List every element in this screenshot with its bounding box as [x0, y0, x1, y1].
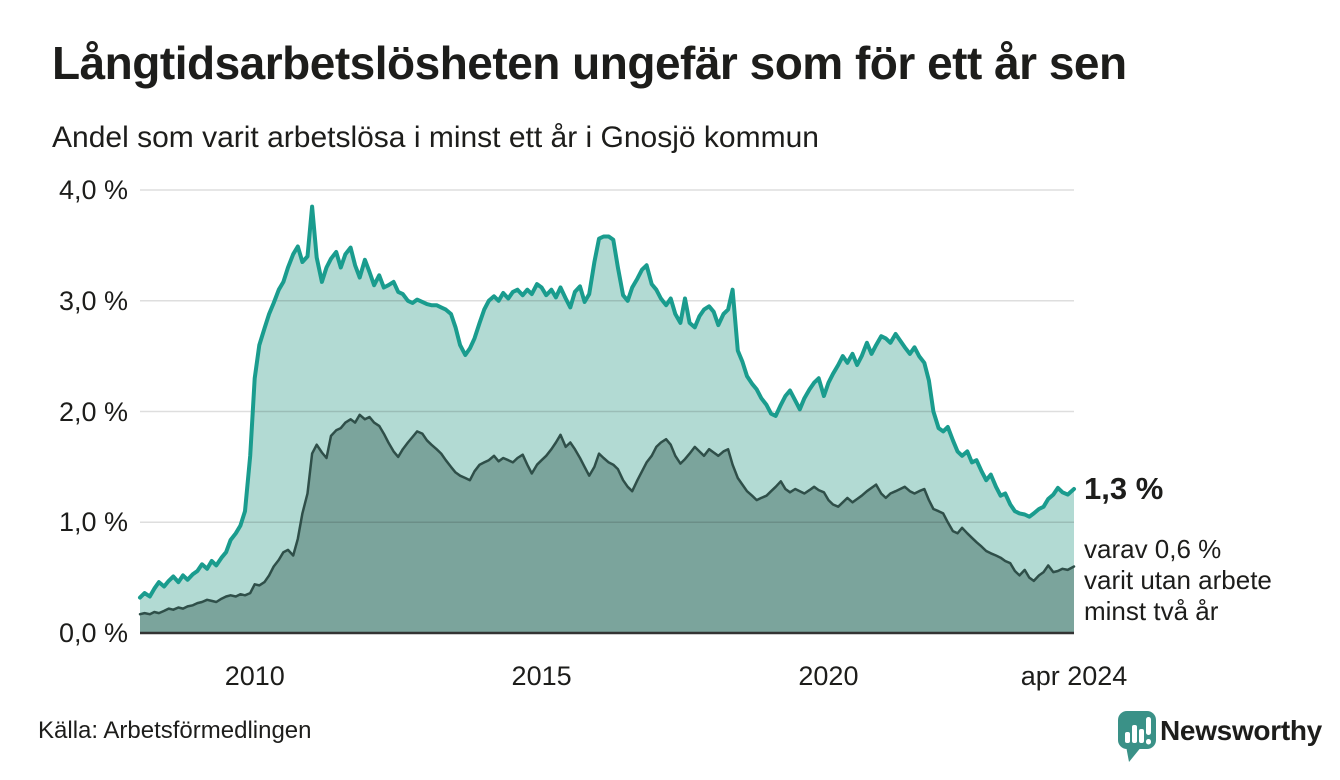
page-title: Långtidsarbetslösheten ungefär som för e… [52, 37, 1127, 89]
newsworthy-logo [1118, 711, 1156, 762]
y-axis-label: 4,0 % [58, 175, 128, 205]
x-axis-label: 2010 [224, 661, 285, 691]
end-value-label-one-year: 1,3 % [1084, 471, 1164, 506]
annotation-line: varav 0,6 % [1084, 534, 1222, 564]
x-axis-label: apr 2024 [1020, 661, 1128, 691]
x-axis-label: 2020 [798, 661, 859, 691]
series-line-one-year [138, 204, 1076, 600]
series-area-two-years [140, 414, 1074, 633]
newsworthy-logo-icon [1118, 711, 1156, 762]
x-axis-label: 2015 [511, 661, 572, 691]
source-credit: Källa: Arbetsförmedlingen [38, 717, 312, 744]
y-axis-label: 0,0 % [58, 618, 128, 648]
newsworthy-logo-text: Newsworthy [1160, 715, 1322, 746]
annotation-line: minst två år [1084, 596, 1219, 626]
annotation-line: varit utan arbete [1084, 565, 1272, 595]
series-line-two-years [138, 413, 1076, 616]
y-axis-label: 3,0 % [58, 285, 128, 316]
y-axis-label: 2,0 % [58, 396, 128, 427]
chart-subtitle: Andel som varit arbetslösa i minst ett å… [52, 121, 819, 154]
end-value-label-two-years: varav 0,6 % varit utan arbete minst två … [1084, 534, 1272, 627]
y-axis-label: 1,0 % [58, 507, 128, 538]
